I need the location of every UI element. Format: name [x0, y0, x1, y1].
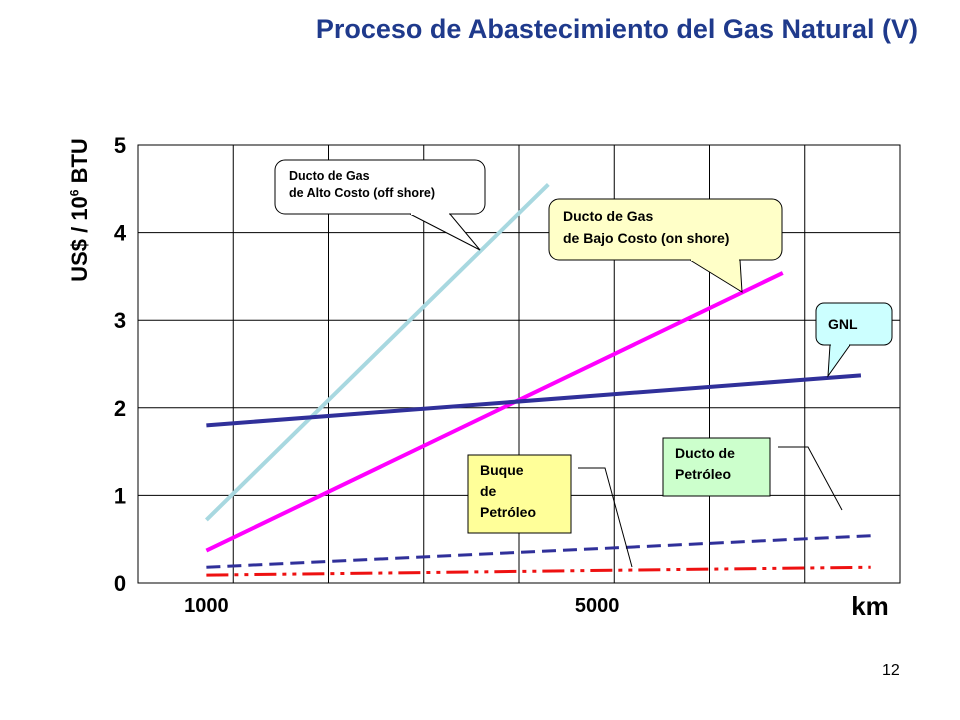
page-number: 12 [882, 662, 900, 679]
callout-alto: Ducto de Gas de Alto Costo (off shore) [274, 159, 486, 251]
y-tick-label: 3 [114, 308, 126, 333]
page-title: Proceso de Abastecimiento del Gas Natura… [315, 14, 918, 44]
callout-bajo: Ducto de Gas de Bajo Costo (on shore) [548, 198, 783, 293]
series-line [204, 182, 550, 522]
callout-box [548, 198, 783, 261]
callout-tail [827, 344, 851, 378]
chart-axes: 0 1 2 3 4 5 1000 5000 [114, 133, 620, 617]
callout-tail [688, 259, 743, 293]
callout-line: Ducto de Gas [563, 208, 653, 224]
callout-buque: Buque de Petróleo [467, 454, 633, 568]
callout-pointer [578, 467, 633, 568]
callout-line: Buque [480, 462, 524, 478]
chart-series [204, 182, 871, 577]
y-tick-label: 2 [114, 396, 126, 421]
callout-line: Ducto de Gas [289, 169, 370, 183]
chart-grid [137, 144, 901, 584]
callout-line: de [480, 483, 497, 499]
callout-tail [409, 213, 481, 251]
y-tick-label: 4 [114, 221, 127, 246]
series-line [206, 565, 871, 577]
y-tick-label: 1 [114, 483, 126, 508]
callout-line: Petróleo [480, 504, 536, 520]
series-line [205, 271, 784, 553]
callout-box [274, 159, 486, 215]
callout-line: Ducto de [675, 445, 735, 461]
callout-line: de Alto Costo (off shore) [289, 186, 435, 200]
callout-box [662, 437, 771, 497]
series-line [206, 534, 871, 569]
y-tick-label: 5 [114, 133, 126, 158]
callout-box [815, 302, 893, 346]
callout-line: Petróleo [675, 466, 731, 482]
callout-line: GNL [828, 316, 858, 332]
callout-box [467, 454, 572, 534]
x-tick-label: 5000 [575, 595, 620, 617]
callout-pointer [778, 446, 843, 511]
series-line [206, 373, 862, 428]
x-tick-label: 1000 [184, 595, 229, 617]
callout-line: de Bajo Costo (on shore) [563, 230, 729, 246]
callout-gnl: GNL [815, 302, 893, 378]
x-axis-label: km [851, 591, 889, 621]
callout-petroleo: Ducto de Petróleo [662, 437, 843, 511]
y-tick-label: 0 [114, 571, 126, 596]
